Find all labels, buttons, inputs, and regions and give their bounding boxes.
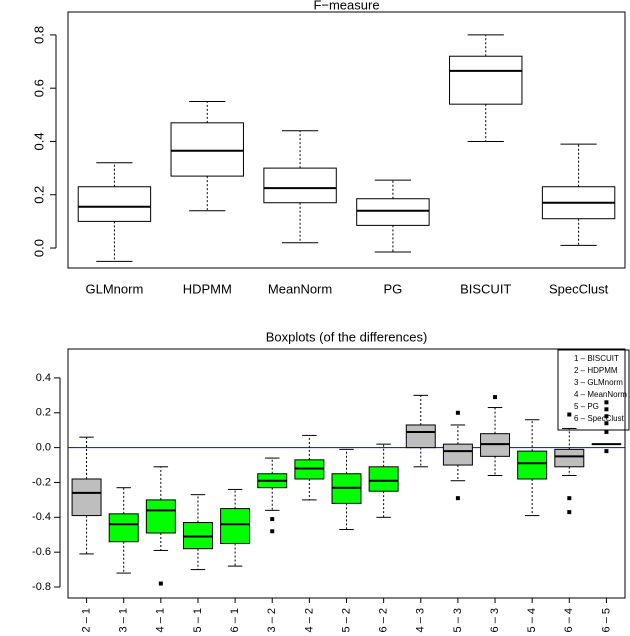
x-tick-label: BISCUIT <box>460 281 511 296</box>
x-tick-label: 6 – 4 <box>563 608 575 632</box>
box <box>405 424 436 449</box>
plot-frame <box>67 11 626 269</box>
box <box>77 186 152 222</box>
x-tick-label: 4 – 1 <box>155 608 167 632</box>
y-tick-label: 0.6 <box>31 79 46 97</box>
outlier <box>604 421 609 426</box>
legend-entry: 1 – BISCUIT <box>574 354 619 363</box>
box <box>263 167 337 204</box>
x-tick-label: 6 – 1 <box>229 608 241 632</box>
y-tick-label: 0.2 <box>31 186 46 204</box>
x-tick-label: 2 – 1 <box>80 608 92 632</box>
outlier <box>604 429 609 434</box>
x-tick-label: 5 – 4 <box>526 608 538 632</box>
x-tick-label: PG <box>384 281 403 296</box>
box <box>170 122 244 177</box>
legend-entry: 5 – PG <box>574 402 599 411</box>
x-tick-label: GLMnorm <box>86 281 144 296</box>
x-tick-label: 3 – 2 <box>266 608 278 632</box>
x-tick-label: 5 – 2 <box>340 608 352 632</box>
x-tick-label: 3 – 1 <box>118 608 130 632</box>
x-tick-label: SpecClust <box>549 281 609 296</box>
chart-title: F−measure <box>313 0 379 12</box>
outlier <box>567 412 572 417</box>
y-tick-label: 0.4 <box>31 132 46 150</box>
x-tick-label: 4 – 3 <box>415 608 427 632</box>
y-tick-label: 0.0 <box>31 239 46 257</box>
chart-title: Boxplots (of the differences) <box>266 329 428 344</box>
x-tick-label: 6 – 3 <box>489 608 501 632</box>
outlier <box>604 414 609 419</box>
y-tick-label: 0.2 <box>36 407 51 419</box>
x-tick-label: 5 – 3 <box>452 608 464 632</box>
box <box>449 55 523 105</box>
box <box>517 450 548 480</box>
x-tick-label: HDPMM <box>183 281 232 296</box>
legend-entry: 4 – MeanNorm <box>574 390 627 399</box>
outlier <box>567 496 572 501</box>
legend-box <box>557 349 630 431</box>
outlier <box>455 496 460 501</box>
outlier <box>567 510 572 515</box>
box <box>71 478 102 517</box>
x-tick-label: 6 – 5 <box>600 608 612 632</box>
outlier <box>455 410 460 415</box>
x-tick-label: 6 – 2 <box>378 608 390 632</box>
y-tick-label: -0.4 <box>32 511 51 523</box>
box <box>220 508 251 544</box>
y-tick-label: -0.6 <box>32 546 51 558</box>
box <box>356 198 430 226</box>
x-tick-label: 4 – 2 <box>303 608 315 632</box>
legend-entry: 6 – SpecClust <box>574 414 625 423</box>
box <box>442 443 473 466</box>
box <box>108 513 139 543</box>
outlier <box>158 581 163 586</box>
y-tick-label: 0.8 <box>31 26 46 44</box>
legend-entry: 2 – HDPMM <box>574 366 618 375</box>
outlier <box>270 517 275 522</box>
x-tick-label: 5 – 1 <box>192 608 204 632</box>
outlier <box>493 395 498 400</box>
outlier <box>604 407 609 412</box>
y-tick-label: 0.0 <box>36 442 51 454</box>
outlier <box>270 529 275 534</box>
x-tick-label: MeanNorm <box>268 281 332 296</box>
y-tick-label: -0.2 <box>32 476 51 488</box>
legend-entry: 3 – GLMnorm <box>574 378 623 387</box>
y-tick-label: 0.4 <box>36 372 51 384</box>
box <box>554 448 585 468</box>
y-tick-label: -0.8 <box>32 581 51 593</box>
box <box>145 499 176 534</box>
outlier <box>604 449 609 454</box>
box <box>368 466 399 492</box>
outlier <box>604 400 609 405</box>
